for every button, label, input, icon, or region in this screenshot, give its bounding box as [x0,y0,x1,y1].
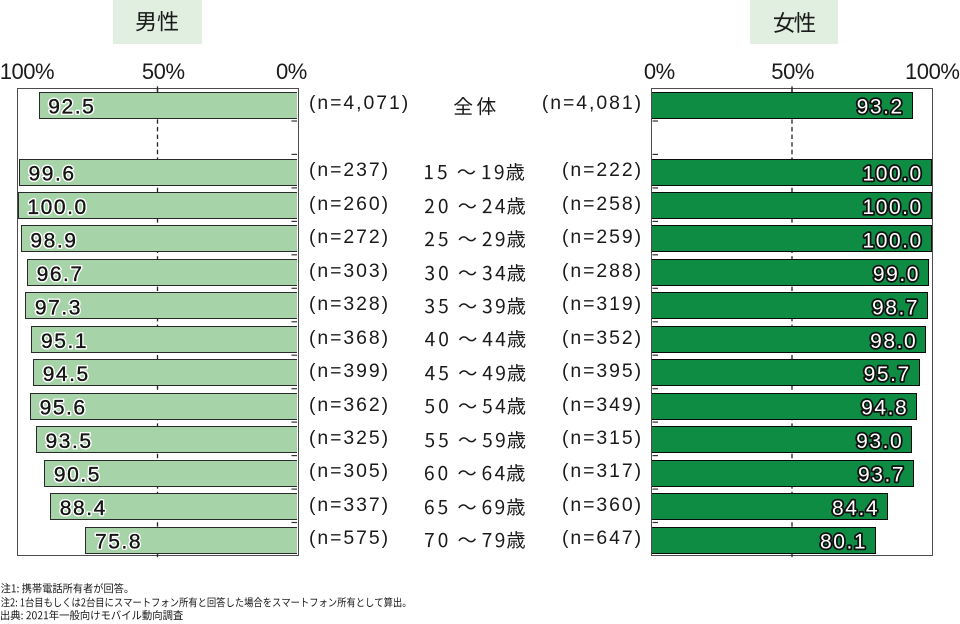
svg-text:90.5: 90.5 [54,464,101,487]
svg-text:92.5: 92.5 [48,96,95,119]
svg-text:100.0: 100.0 [862,196,922,219]
svg-text:75.8: 75.8 [95,531,142,554]
svg-text:100.0: 100.0 [862,163,922,186]
svg-text:100.0: 100.0 [862,229,922,252]
svg-text:99.6: 99.6 [29,163,76,186]
svg-text:75.8: 75.8 [95,531,142,554]
svg-text:98.0: 98.0 [870,330,917,353]
svg-text:95.1: 95.1 [41,330,88,353]
svg-text:95.6: 95.6 [40,397,87,420]
svg-text:88.4: 88.4 [60,497,107,520]
svg-text:100.0: 100.0 [27,196,87,219]
svg-text:90.5: 90.5 [54,464,101,487]
svg-text:93.2: 93.2 [857,96,904,119]
svg-text:99.6: 99.6 [29,163,76,186]
svg-text:92.5: 92.5 [48,96,95,119]
svg-text:80.1: 80.1 [820,531,867,554]
svg-text:95.1: 95.1 [41,330,88,353]
svg-text:99.0: 99.0 [873,263,920,286]
svg-text:98.7: 98.7 [872,296,919,319]
svg-text:100.0: 100.0 [27,196,87,219]
svg-text:94.8: 94.8 [861,397,908,420]
svg-text:98.9: 98.9 [30,229,77,252]
svg-text:93.7: 93.7 [858,464,905,487]
svg-text:94.5: 94.5 [43,363,90,386]
svg-text:95.7: 95.7 [864,363,911,386]
svg-text:98.9: 98.9 [30,229,77,252]
svg-text:96.7: 96.7 [37,263,84,286]
svg-text:93.5: 93.5 [46,430,93,453]
svg-text:93.5: 93.5 [46,430,93,453]
svg-text:97.3: 97.3 [35,296,82,319]
svg-text:95.6: 95.6 [40,397,87,420]
svg-text:97.3: 97.3 [35,296,82,319]
svg-text:93.0: 93.0 [856,430,903,453]
svg-text:84.4: 84.4 [832,497,879,520]
svg-text:88.4: 88.4 [60,497,107,520]
svg-text:96.7: 96.7 [37,263,84,286]
svg-text:94.5: 94.5 [43,363,90,386]
